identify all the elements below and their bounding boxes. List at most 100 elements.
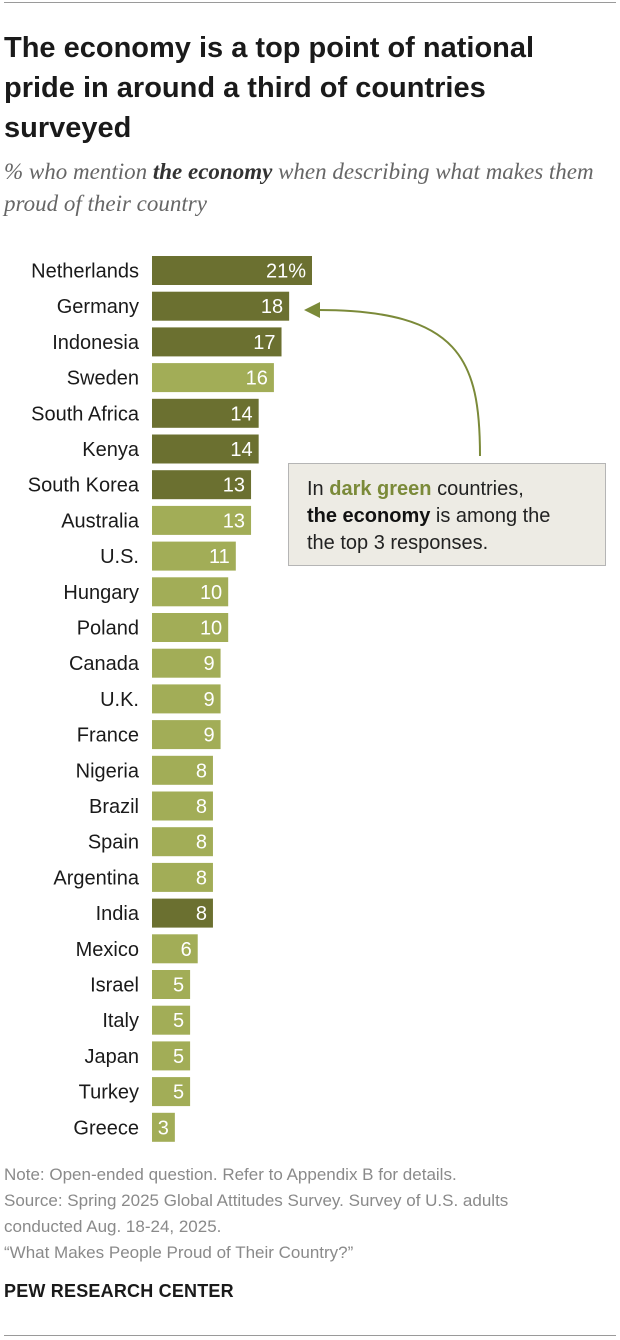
bar-hungary: [152, 577, 229, 607]
value-label: 9: [203, 653, 214, 675]
category-label: Argentina: [53, 867, 139, 889]
source-text-cont: conducted Aug. 18-24, 2025.: [4, 1217, 222, 1236]
bar-kenya: [152, 434, 259, 464]
bar-south-africa: [152, 398, 259, 428]
callout-arrowhead: [304, 302, 320, 318]
subtitle-text-bold: the economy: [152, 159, 273, 184]
bar-greece: [152, 1112, 175, 1142]
bar-u-s: [152, 541, 236, 571]
category-label: Nigeria: [76, 760, 140, 782]
value-label: 10: [200, 582, 222, 604]
category-label: Greece: [73, 1117, 139, 1139]
value-label: 16: [246, 368, 268, 390]
bar-canada: [152, 648, 221, 678]
bar-france: [152, 720, 221, 750]
bar-poland: [152, 613, 229, 642]
bar-germany: [152, 291, 290, 321]
source-text: Source: Spring 2025 Global Attitudes Sur…: [4, 1191, 509, 1210]
value-label: 18: [261, 296, 283, 318]
bar-australia: [152, 505, 252, 535]
category-label: India: [96, 903, 140, 925]
bar-nigeria: [152, 755, 213, 785]
value-label: 21%: [266, 261, 306, 283]
bar-chart: Netherlands 21% Germany 18 Indonesia 17 Sweden…: [28, 256, 312, 1142]
value-label: 9: [203, 725, 214, 747]
callout-dark-green-text: dark green: [329, 478, 432, 500]
value-label: 5: [173, 1082, 184, 1104]
value-label: 8: [196, 796, 207, 818]
category-label: Brazil: [89, 796, 139, 818]
category-label: Israel: [90, 975, 139, 997]
bar-india: [152, 898, 213, 928]
callout-bold-text: the economy: [307, 505, 431, 527]
value-label: 6: [181, 939, 192, 961]
category-label: Netherlands: [31, 261, 139, 283]
value-label: 14: [230, 439, 252, 461]
value-label: 13: [223, 475, 245, 497]
category-label: South Korea: [28, 475, 140, 497]
bar-spain: [152, 827, 213, 857]
value-label: 8: [196, 760, 207, 782]
bar-argentina: [152, 862, 213, 892]
notes-block: Note: Open-ended question. Refer to Appe…: [4, 1162, 604, 1266]
callout-line-1: In dark green countries,: [307, 476, 587, 503]
subtitle-text-post: when describing what makes them proud of…: [4, 159, 594, 216]
callout-line-2: the economy is among the: [307, 503, 587, 530]
bar-italy: [152, 1005, 191, 1035]
bar-brazil: [152, 791, 213, 821]
category-label: South Africa: [31, 403, 140, 425]
top-rule: [4, 2, 616, 3]
category-label: Sweden: [67, 368, 139, 390]
callout-arrow-line: [317, 309, 481, 457]
callout-text: is among the: [430, 505, 551, 527]
chart-title: The economy is a top point of national p…: [4, 32, 535, 144]
value-label: 11: [209, 546, 230, 568]
note-text: Note: Open-ended question. Refer to Appe…: [4, 1165, 457, 1184]
callout-text: countries,: [431, 478, 524, 500]
bar-turkey: [152, 1077, 191, 1107]
category-label: Italy: [102, 1010, 139, 1032]
category-label: Kenya: [82, 439, 140, 461]
value-label: 3: [158, 1117, 169, 1139]
category-label: Mexico: [76, 939, 139, 961]
category-label: Spain: [88, 832, 139, 854]
category-label: Turkey: [79, 1082, 139, 1104]
callout-text: In: [307, 478, 330, 500]
report-title: “What Makes People Proud of Their Countr…: [4, 1243, 354, 1262]
value-label: 8: [196, 903, 207, 925]
value-label: 10: [200, 618, 222, 640]
category-label: France: [77, 725, 139, 747]
chart-subtitle: % who mention the economy when describin…: [4, 156, 604, 220]
brand-logo-text: PEW RESEARCH CENTER: [4, 1281, 234, 1301]
category-label: Japan: [85, 1046, 140, 1068]
value-label: 8: [196, 832, 207, 854]
category-label: Australia: [61, 510, 140, 532]
category-label: Hungary: [63, 582, 139, 604]
bar-israel: [152, 970, 191, 999]
value-label: 14: [230, 403, 252, 425]
value-label: 5: [173, 1010, 184, 1032]
category-label: Indonesia: [52, 332, 140, 354]
bar-indonesia: [152, 327, 282, 357]
value-label: 9: [203, 689, 214, 711]
value-label: 5: [173, 1046, 184, 1068]
bar-u-k: [152, 684, 221, 714]
bar-japan: [152, 1041, 191, 1071]
value-label: 13: [223, 510, 245, 532]
bar-mexico: [152, 934, 198, 964]
subtitle-text-pre: % who mention: [4, 159, 153, 184]
category-label: U.S.: [100, 546, 139, 568]
bar-sweden: [152, 363, 274, 393]
value-label: 5: [173, 975, 184, 997]
callout-line-3: the top 3 responses.: [307, 532, 489, 554]
category-label: Canada: [69, 653, 140, 675]
category-label: Poland: [77, 618, 139, 640]
category-label: Germany: [57, 296, 139, 318]
bar-netherlands: [152, 256, 312, 285]
callout-box: In dark green countries, the economy is …: [288, 463, 606, 566]
value-label: 8: [196, 867, 207, 889]
value-label: 17: [253, 332, 275, 354]
category-label: U.K.: [100, 689, 139, 711]
bar-south-korea: [152, 470, 252, 500]
